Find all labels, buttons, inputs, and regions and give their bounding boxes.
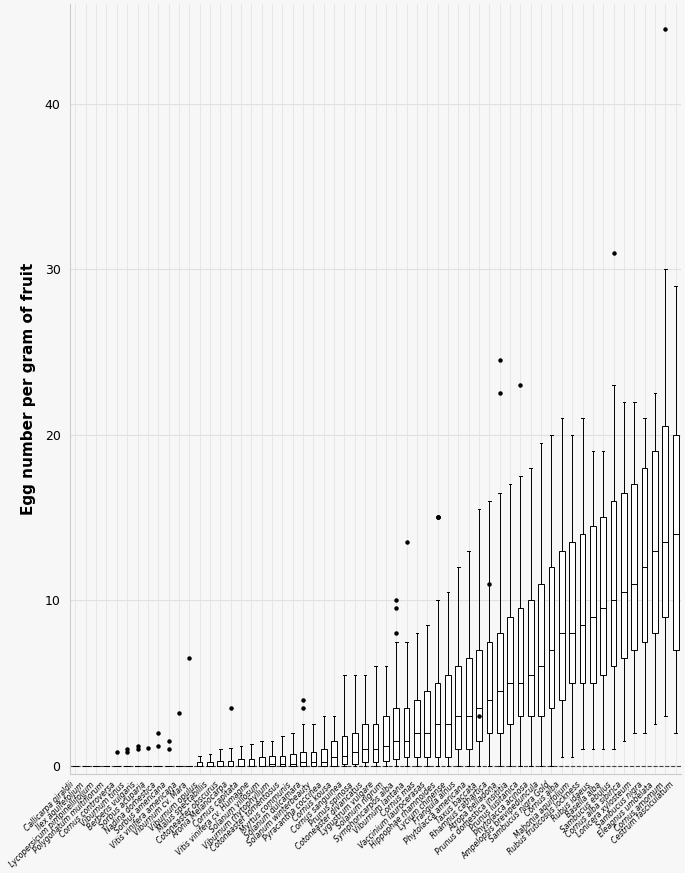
Bar bbox=[652, 451, 658, 633]
Bar bbox=[590, 526, 596, 683]
Bar bbox=[269, 756, 275, 766]
Bar bbox=[549, 567, 554, 708]
Bar bbox=[310, 753, 316, 766]
Bar bbox=[279, 756, 285, 766]
Bar bbox=[393, 708, 399, 760]
Bar bbox=[600, 518, 606, 675]
Bar bbox=[425, 691, 430, 758]
Bar bbox=[290, 754, 296, 766]
Bar bbox=[456, 666, 461, 749]
Bar bbox=[207, 762, 213, 766]
Bar bbox=[611, 501, 616, 666]
Bar bbox=[435, 683, 440, 758]
Bar bbox=[352, 732, 358, 764]
Bar bbox=[445, 675, 451, 758]
Bar bbox=[249, 760, 254, 766]
Bar bbox=[673, 435, 679, 650]
Bar bbox=[373, 725, 378, 762]
Bar bbox=[300, 753, 306, 766]
Bar bbox=[518, 608, 523, 716]
Bar bbox=[528, 600, 534, 716]
Bar bbox=[332, 741, 337, 766]
Bar bbox=[383, 716, 388, 760]
Bar bbox=[466, 658, 471, 749]
Bar bbox=[414, 699, 420, 758]
Bar bbox=[217, 760, 223, 766]
Bar bbox=[486, 642, 493, 732]
Bar bbox=[621, 492, 627, 658]
Bar bbox=[228, 760, 234, 766]
Bar bbox=[559, 551, 564, 699]
Bar bbox=[507, 616, 513, 725]
Bar bbox=[259, 758, 264, 766]
Bar bbox=[569, 542, 575, 683]
Bar bbox=[476, 650, 482, 741]
Bar bbox=[642, 468, 647, 642]
Bar bbox=[580, 534, 586, 683]
Bar bbox=[342, 736, 347, 764]
Y-axis label: Egg number per gram of fruit: Egg number per gram of fruit bbox=[21, 263, 36, 515]
Bar bbox=[403, 708, 410, 758]
Bar bbox=[538, 584, 544, 716]
Bar bbox=[632, 485, 637, 650]
Bar bbox=[362, 725, 368, 762]
Bar bbox=[238, 760, 244, 766]
Bar bbox=[197, 762, 203, 766]
Bar bbox=[321, 749, 327, 766]
Bar bbox=[662, 426, 668, 616]
Bar bbox=[497, 633, 503, 732]
